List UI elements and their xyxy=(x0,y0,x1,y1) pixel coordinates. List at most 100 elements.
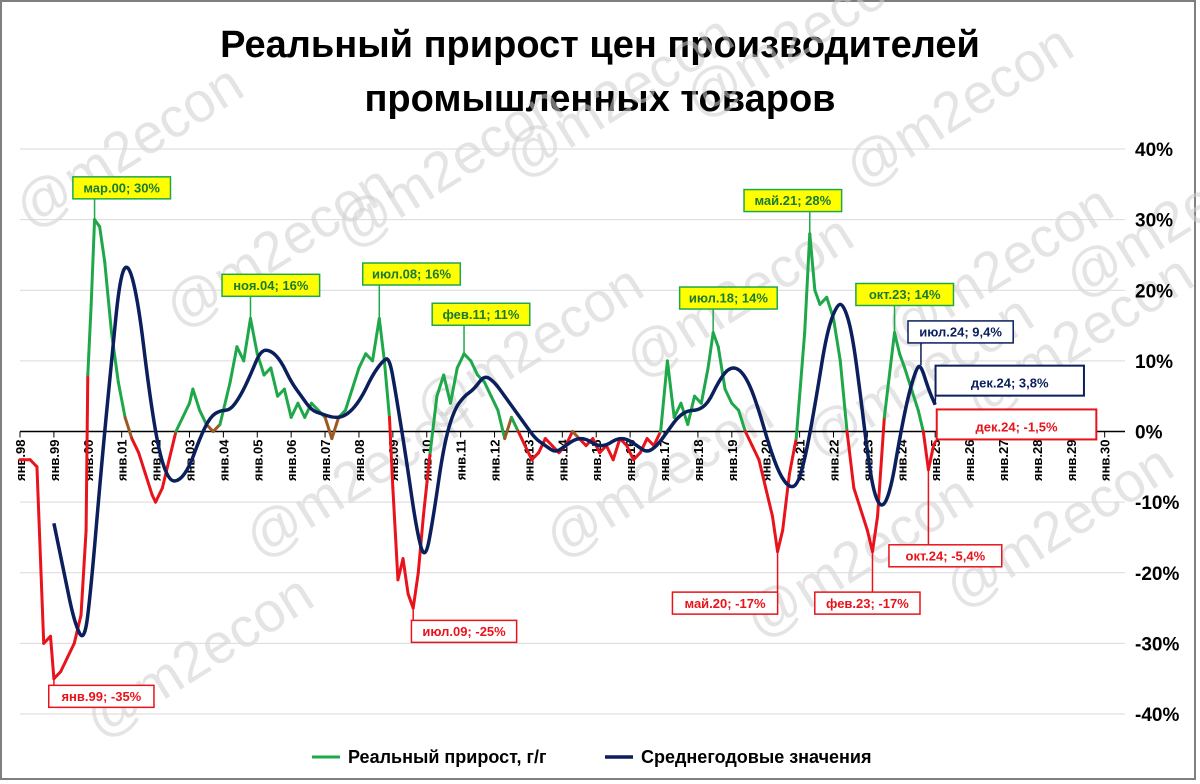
callout-label: май.21; 28% xyxy=(754,193,831,208)
growth-segment xyxy=(882,359,893,419)
growth-segment xyxy=(503,415,513,441)
growth-segment xyxy=(98,225,107,264)
growth-segment xyxy=(699,366,710,405)
growth-segment xyxy=(652,430,663,448)
legend-label-average: Среднегодовые значения xyxy=(641,747,871,767)
growth-segment xyxy=(831,317,842,363)
y-tick-label: -20% xyxy=(1135,564,1179,585)
callout-box xyxy=(431,302,531,327)
x-tick-label: янв.30 xyxy=(1098,440,1113,482)
growth-segment xyxy=(181,401,191,419)
growth-segment xyxy=(489,394,500,412)
growth-segment xyxy=(462,352,473,363)
growth-segment xyxy=(889,331,897,363)
growth-segment xyxy=(116,380,127,419)
growth-segment xyxy=(838,359,849,433)
growth-segment xyxy=(659,359,669,433)
growth-segment xyxy=(221,380,232,412)
growth-segment xyxy=(269,366,280,398)
growth-segment xyxy=(343,387,354,412)
callout-box xyxy=(361,262,462,286)
growth-segment xyxy=(645,437,656,448)
growth-segment xyxy=(137,451,147,476)
x-tick-label: янв.28 xyxy=(1030,440,1045,482)
growth-segment xyxy=(421,451,432,518)
x-tick-label: янв.04 xyxy=(216,439,231,481)
callout-box xyxy=(410,619,518,644)
growth-segment xyxy=(65,641,76,659)
callout-box xyxy=(47,684,155,709)
growth-segment xyxy=(357,352,368,370)
growth-segment xyxy=(482,380,493,398)
growth-segment xyxy=(859,507,869,532)
growth-segment xyxy=(893,331,902,356)
growth-segment xyxy=(743,430,754,448)
growth-segment xyxy=(926,444,935,472)
growth-segment xyxy=(776,528,785,554)
growth-segment xyxy=(387,415,395,490)
callout-label: июл.18; 14% xyxy=(689,291,769,306)
growth-segment xyxy=(377,317,386,363)
growth-segment xyxy=(154,486,164,504)
callout-label: июл.24; 9,4% xyxy=(919,325,1002,340)
callout-label: июл.09; -25% xyxy=(422,624,506,639)
y-tick-label: -30% xyxy=(1135,634,1179,655)
callout-label: окт.24; -5,4% xyxy=(906,548,986,563)
callout-box xyxy=(934,364,1085,397)
callout-box xyxy=(671,591,779,615)
callout-box xyxy=(221,273,321,298)
growth-segment xyxy=(411,571,420,610)
growth-segment xyxy=(798,331,807,398)
growth-segment xyxy=(770,514,780,554)
growth-segment xyxy=(428,394,439,455)
callout-label: дек.24; -1,5% xyxy=(976,419,1058,434)
growth-segment xyxy=(282,387,293,419)
x-tick-label: янв.12 xyxy=(488,440,503,482)
callout-label: июл.08; 16% xyxy=(372,267,452,282)
growth-segment xyxy=(898,352,907,370)
x-tick-label: янв.07 xyxy=(318,440,333,482)
growth-segment xyxy=(35,465,46,645)
watermark-text: @m2econ xyxy=(73,561,324,750)
callout-box xyxy=(743,188,843,213)
growth-segment xyxy=(89,218,97,306)
callout-label: мар.00; 30% xyxy=(83,181,160,196)
growth-segment xyxy=(625,444,636,462)
callout-label: дек.24; 3,8% xyxy=(971,375,1049,390)
x-tick-label: янв.26 xyxy=(962,440,977,482)
growth-segment xyxy=(803,232,812,335)
growth-segment xyxy=(706,331,715,370)
callout-box xyxy=(678,286,778,310)
title-line-1: Реальный прирост цен производителей xyxy=(220,24,980,66)
growth-segment xyxy=(218,408,225,426)
y-tick-label: 20% xyxy=(1135,281,1173,302)
growth-segment xyxy=(330,415,341,441)
callout-label: фев.23; -17% xyxy=(826,596,909,611)
x-tick-label: янв.16 xyxy=(623,440,638,482)
x-tick-label: янв.99 xyxy=(47,440,62,482)
x-tick-label: янв.11 xyxy=(454,440,469,481)
growth-segment xyxy=(496,408,507,441)
title-line-2: промышленных товаров xyxy=(364,78,836,120)
growth-segment xyxy=(711,331,720,349)
growth-segment xyxy=(52,670,63,681)
growth-segment xyxy=(723,387,734,405)
growth-segment xyxy=(672,401,683,419)
y-tick-label: 10% xyxy=(1135,352,1173,373)
x-tick-label: янв.22 xyxy=(826,440,841,482)
growth-segment xyxy=(167,430,178,462)
growth-segment xyxy=(852,486,863,511)
growth-segment xyxy=(750,444,761,462)
callout-box xyxy=(888,544,1003,568)
growth-segment xyxy=(123,415,134,441)
growth-segment xyxy=(86,302,93,377)
growth-segment xyxy=(49,634,56,681)
growth-segment xyxy=(448,366,459,405)
growth-segment xyxy=(130,437,141,455)
growth-segment xyxy=(737,408,747,433)
callout-label: фев.11; 11% xyxy=(442,307,519,322)
watermark-text: @m2econ xyxy=(833,11,1084,200)
growth-segment xyxy=(228,345,239,384)
callout-box xyxy=(72,176,172,200)
